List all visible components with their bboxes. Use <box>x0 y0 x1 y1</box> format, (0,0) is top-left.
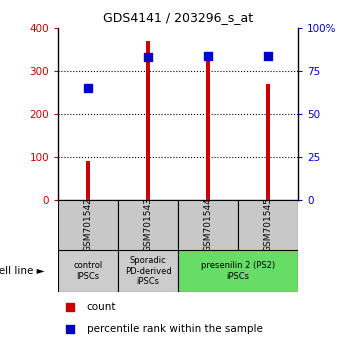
Point <box>205 53 211 58</box>
Text: cell line ►: cell line ► <box>0 266 45 276</box>
Point <box>67 327 73 332</box>
Point <box>67 304 73 309</box>
Bar <box>86 161 90 200</box>
Text: presenilin 2 (PS2)
iPSCs: presenilin 2 (PS2) iPSCs <box>201 261 275 281</box>
Point <box>265 53 271 58</box>
Bar <box>58 200 118 250</box>
Bar <box>206 58 210 200</box>
Bar <box>146 41 150 200</box>
Text: GSM701542: GSM701542 <box>84 198 92 252</box>
Text: control
IPSCs: control IPSCs <box>73 261 103 281</box>
Bar <box>178 200 238 250</box>
Title: GDS4141 / 203296_s_at: GDS4141 / 203296_s_at <box>103 11 253 24</box>
Point <box>85 85 91 91</box>
Bar <box>58 250 118 292</box>
Text: GSM701543: GSM701543 <box>143 198 153 252</box>
Text: count: count <box>87 302 116 312</box>
Bar <box>238 200 298 250</box>
Text: GSM701545: GSM701545 <box>264 198 272 252</box>
Text: percentile rank within the sample: percentile rank within the sample <box>87 324 263 335</box>
Bar <box>118 200 178 250</box>
Bar <box>118 250 178 292</box>
Text: GSM701544: GSM701544 <box>204 198 212 252</box>
Point <box>145 55 151 60</box>
Bar <box>266 84 270 200</box>
Text: Sporadic
PD-derived
iPSCs: Sporadic PD-derived iPSCs <box>125 256 171 286</box>
Bar <box>178 250 298 292</box>
